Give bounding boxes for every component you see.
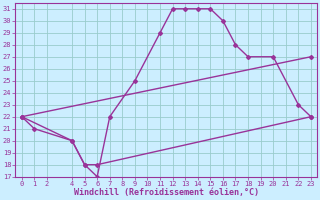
X-axis label: Windchill (Refroidissement éolien,°C): Windchill (Refroidissement éolien,°C)	[74, 188, 259, 197]
